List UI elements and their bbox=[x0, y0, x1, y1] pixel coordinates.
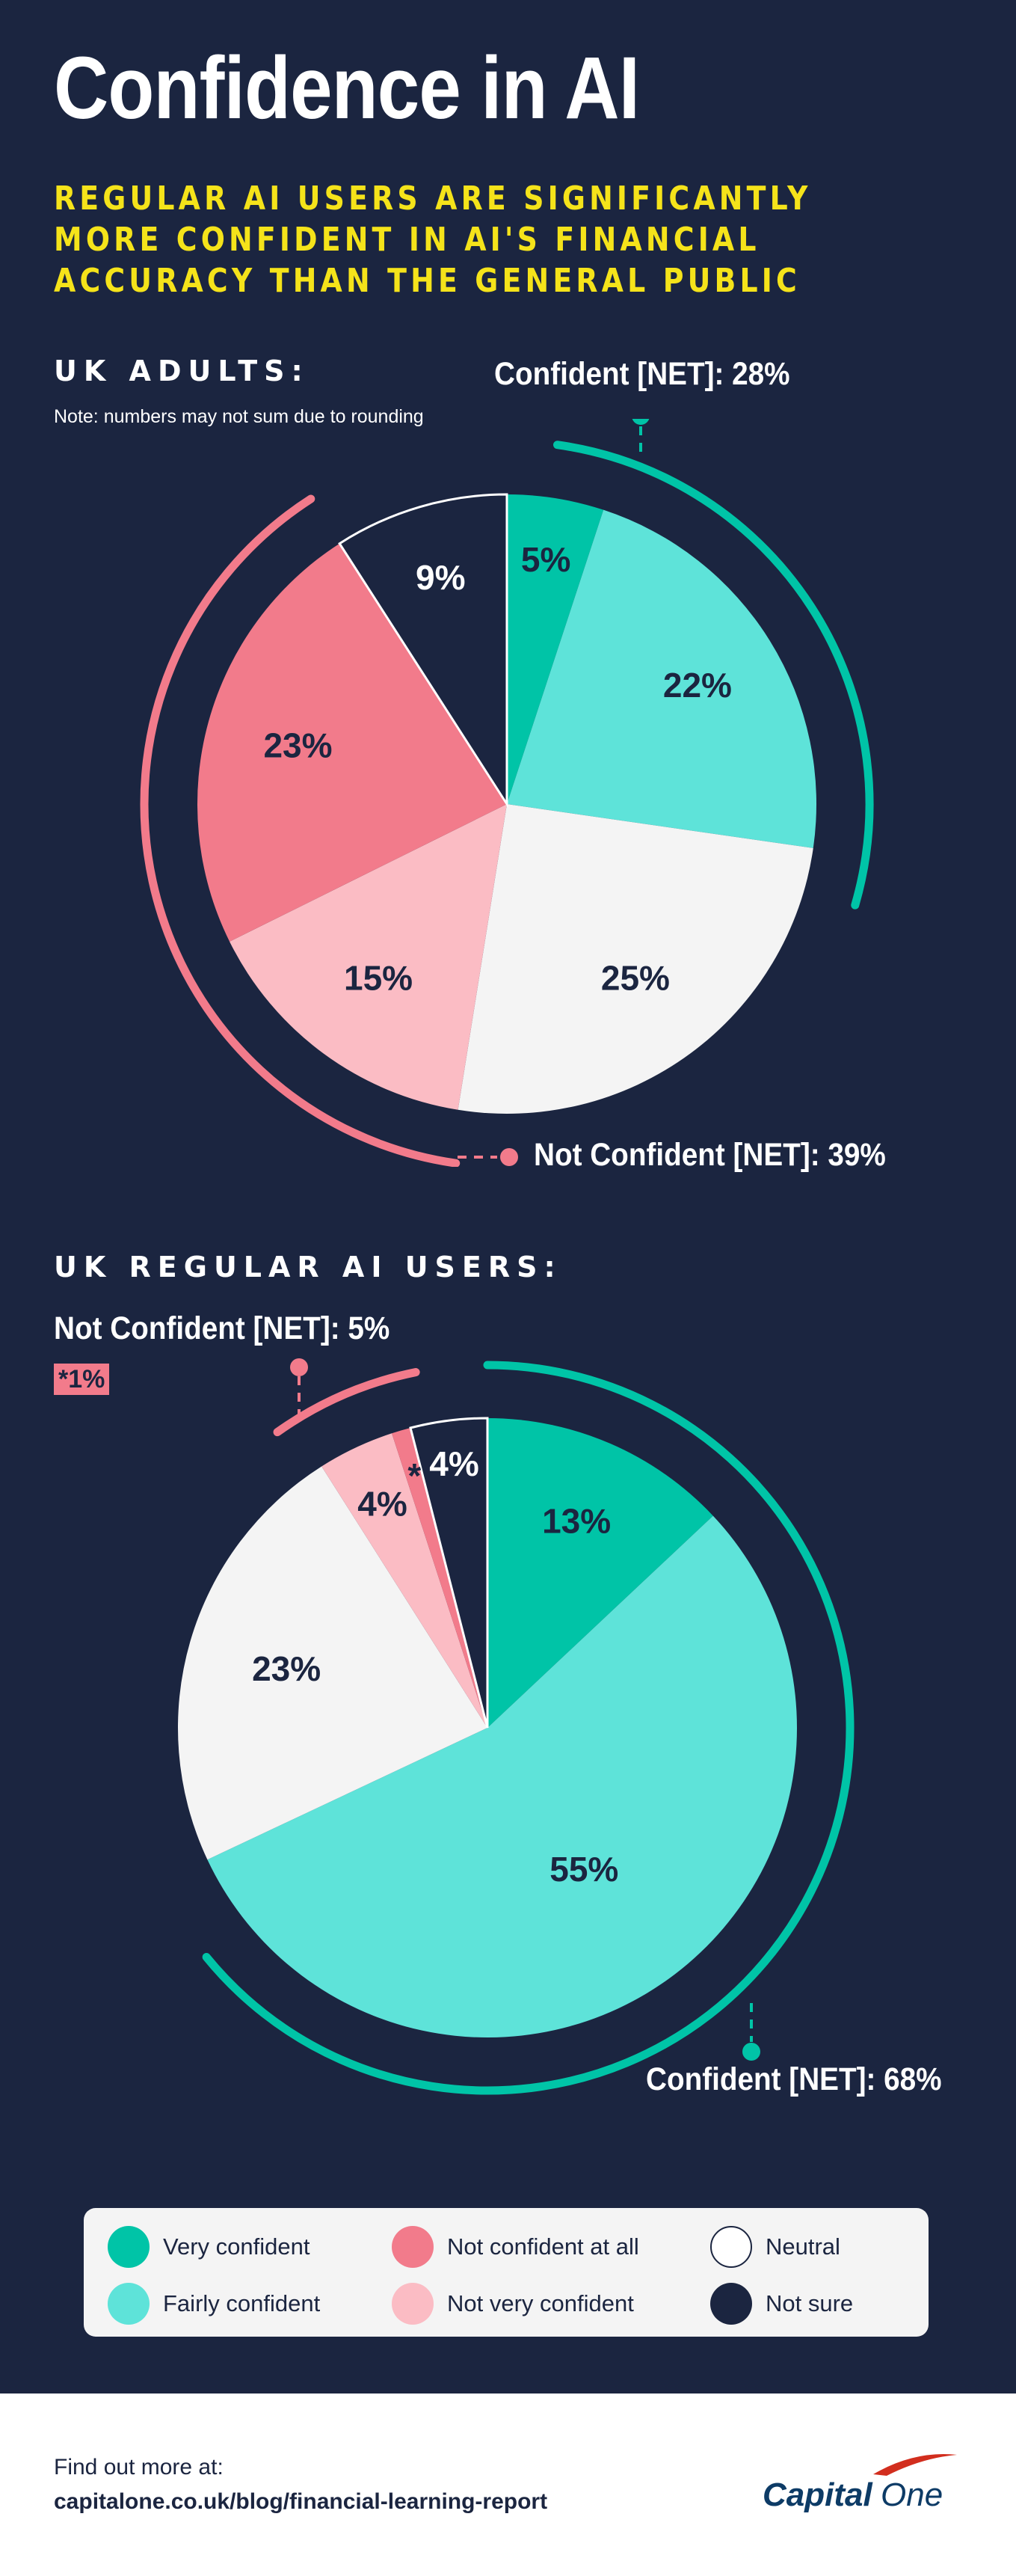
data-label-not-confident-at-all: 23% bbox=[263, 726, 332, 765]
legend-swatch bbox=[710, 2283, 752, 2325]
chart1-net-not-confident-label: Not Confident [NET]: 39% bbox=[534, 1137, 886, 1173]
data-label-neutral: 25% bbox=[601, 959, 670, 998]
data-label-neutral: 23% bbox=[252, 1649, 321, 1688]
pie-slice-very-confident bbox=[487, 1418, 713, 1728]
legend-item-not-confident-at-all: Not confident at all bbox=[392, 2226, 639, 2268]
legend-swatch bbox=[392, 2226, 434, 2268]
chart2-title: UK REGULAR AI USERS: bbox=[54, 1251, 562, 1284]
data-label-fairly-confident: 55% bbox=[549, 1850, 618, 1889]
chart2-pie: 13% 55% 23% 4%* 4% bbox=[177, 1358, 855, 2095]
chart1-pie: 5% 22% 25% 15% 23% 9% bbox=[140, 419, 874, 1167]
not-confident-net-arc bbox=[273, 1368, 420, 1437]
legend-item-fairly-confident: Fairly confident bbox=[108, 2283, 320, 2325]
not-confident-net-arc bbox=[140, 494, 461, 1167]
legend-label: Fairly confident bbox=[163, 2290, 321, 2316]
legend-label: Not confident at all bbox=[447, 2233, 639, 2260]
legend-item-neutral: Neutral bbox=[710, 2226, 840, 2268]
legend-label: Not very confident bbox=[447, 2290, 634, 2316]
asterisk-note-badge: *1% bbox=[54, 1364, 110, 1395]
footer-link[interactable]: capitalone.co.uk/blog/financial-learning… bbox=[54, 2489, 548, 2514]
not-confident-net-dot-icon bbox=[290, 1358, 308, 1376]
logo-swoosh-icon bbox=[873, 2454, 957, 2476]
legend-item-very-confident: Very confident bbox=[108, 2226, 310, 2268]
logo-text-capital: Capital bbox=[763, 2477, 872, 2513]
data-label-not-confident-at-all: * bbox=[407, 1456, 421, 1495]
data-label-not-sure: 4% bbox=[429, 1444, 478, 1483]
pie-slice-not-very-confident bbox=[321, 1433, 487, 1728]
chart2-net-confident-label: Confident [NET]: 68% bbox=[646, 2061, 942, 2097]
data-label-not-very-confident: 4% bbox=[357, 1484, 407, 1523]
confident-net-dot-icon bbox=[742, 2043, 760, 2061]
rounding-note: Note: numbers may not sum due to roundin… bbox=[54, 406, 424, 427]
confident-net-dot-icon bbox=[632, 419, 650, 425]
logo-text-one: One bbox=[881, 2477, 943, 2513]
pie-slice-fairly-confident bbox=[507, 509, 817, 848]
pie-slice-not-sure bbox=[409, 1417, 489, 1729]
legend-item-not-sure: Not sure bbox=[710, 2283, 853, 2325]
pie-slice-fairly-confident bbox=[207, 1515, 798, 2037]
legend-item-not-very-confident: Not very confident bbox=[392, 2283, 634, 2325]
pie-slice-not-confident-at-all bbox=[392, 1428, 487, 1728]
legend-label: Very confident bbox=[163, 2233, 310, 2260]
data-label-very-confident: 5% bbox=[521, 540, 570, 579]
pie-slice-neutral bbox=[177, 1466, 487, 1860]
legend-label: Not sure bbox=[766, 2290, 854, 2316]
chart1-title: UK ADULTS: bbox=[54, 355, 310, 387]
pie-slice-neutral bbox=[458, 804, 813, 1114]
data-label-not-very-confident: 15% bbox=[344, 959, 413, 998]
chart2-net-not-confident-label: Not Confident [NET]: 5% bbox=[54, 1310, 390, 1346]
footer bbox=[0, 2393, 1016, 2576]
page-subtitle: REGULAR AI USERS ARE SIGNIFICANTLY MORE … bbox=[54, 180, 812, 300]
chart1-net-confident-label: Confident [NET]: 28% bbox=[494, 356, 790, 392]
legend-swatch bbox=[710, 2226, 752, 2268]
data-label-very-confident: 13% bbox=[542, 1502, 611, 1541]
page-title: Confidence in AI bbox=[54, 39, 640, 138]
capital-one-logo: Capital One bbox=[763, 2454, 957, 2513]
pie-slice-not-confident-at-all bbox=[197, 543, 507, 942]
data-label-fairly-confident: 22% bbox=[663, 666, 732, 705]
legend-swatch bbox=[108, 2226, 150, 2268]
legend: Very confident Not confident at all Neut… bbox=[84, 2208, 929, 2337]
pie-slice-not-sure bbox=[338, 493, 508, 809]
legend-label: Neutral bbox=[766, 2233, 840, 2260]
confident-net-arc bbox=[552, 441, 874, 910]
pie-slice-not-very-confident bbox=[230, 804, 507, 1110]
not-confident-net-dot-icon bbox=[500, 1148, 518, 1166]
footer-intro: Find out more at: bbox=[54, 2455, 224, 2480]
confident-net-arc bbox=[202, 1361, 855, 2095]
pie-slice-very-confident bbox=[507, 494, 604, 804]
legend-swatch bbox=[108, 2283, 150, 2325]
data-label-not-sure: 9% bbox=[416, 558, 465, 597]
legend-swatch bbox=[392, 2283, 434, 2325]
